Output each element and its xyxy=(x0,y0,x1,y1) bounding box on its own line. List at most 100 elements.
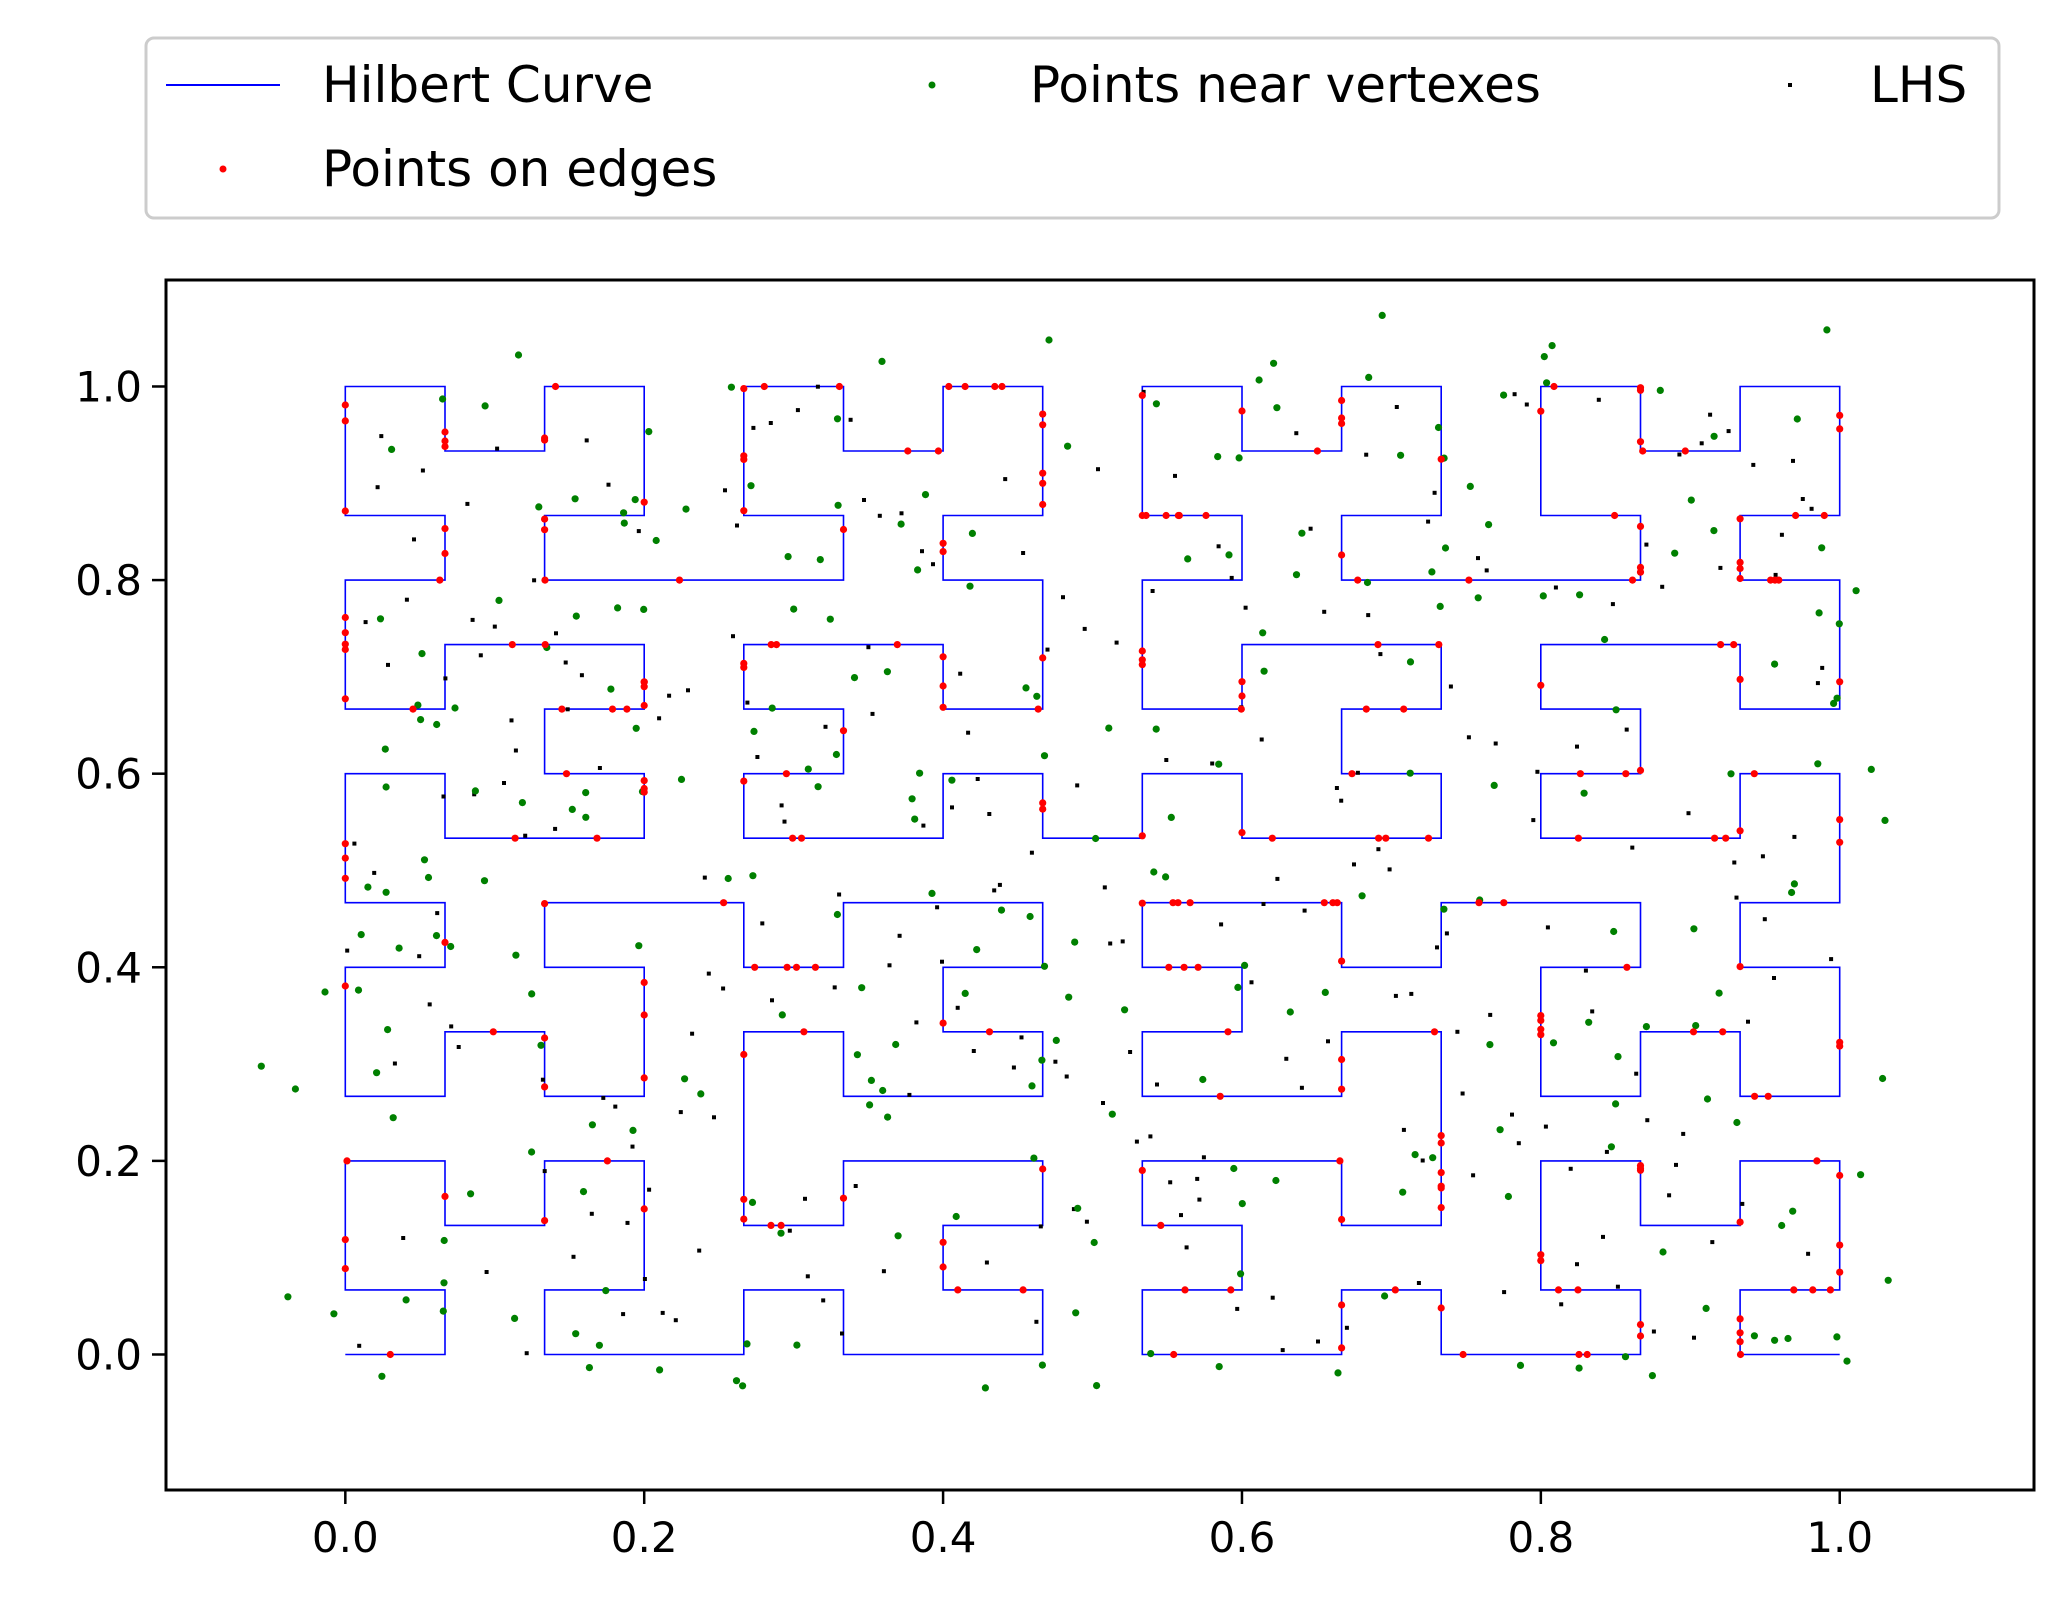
lhs-point xyxy=(657,716,662,721)
lhs-point xyxy=(1644,542,1649,547)
edge-point xyxy=(740,507,748,515)
lhs-point xyxy=(723,488,727,493)
lhs-point xyxy=(877,513,882,518)
vertex-point xyxy=(1549,1039,1558,1047)
legend-box xyxy=(144,36,2001,220)
edge-point xyxy=(1767,576,1775,584)
vertex-point xyxy=(1814,760,1822,768)
vertex-point xyxy=(1260,667,1268,675)
vertex-point xyxy=(1727,770,1735,778)
edge-point xyxy=(675,576,684,584)
vertex-point xyxy=(916,769,924,777)
edge-point xyxy=(409,705,417,713)
lhs-point xyxy=(1667,1193,1672,1198)
edge-point xyxy=(1382,834,1390,842)
edge-point xyxy=(1500,899,1508,907)
lhs-point xyxy=(1455,1029,1460,1034)
edge-point xyxy=(961,382,969,391)
vertex-point xyxy=(1441,544,1450,552)
lhs-point xyxy=(417,954,422,959)
lhs-point xyxy=(899,511,904,516)
lhs-point xyxy=(1249,980,1254,985)
lhs-point xyxy=(1677,452,1682,457)
edge-point xyxy=(1537,1257,1545,1265)
lhs-point xyxy=(1502,1290,1507,1295)
edge-point xyxy=(640,788,648,796)
edge-point xyxy=(904,447,912,455)
edge-point xyxy=(1689,1028,1698,1036)
vertex-point xyxy=(414,701,422,709)
edge-point xyxy=(511,834,519,842)
lhs-point xyxy=(1045,647,1050,652)
vertex-point xyxy=(867,1076,876,1084)
legend-label-edges: Points on edges xyxy=(322,140,717,198)
lhs-point xyxy=(1674,1162,1678,1167)
lhs-point xyxy=(1394,405,1399,409)
edge-point xyxy=(441,549,449,558)
vertex-point xyxy=(614,604,622,612)
vertex-point xyxy=(1429,1154,1437,1162)
lhs-point xyxy=(805,1274,810,1279)
vertex-point xyxy=(373,1069,381,1077)
lhs-point xyxy=(745,700,750,705)
vertex-point xyxy=(1500,391,1508,399)
vertex-point xyxy=(471,787,479,795)
edge-point xyxy=(1537,1012,1545,1020)
edge-point xyxy=(1138,391,1146,399)
edge-point xyxy=(1238,829,1246,837)
edge-point xyxy=(441,1192,449,1200)
lhs-point xyxy=(1645,1118,1650,1123)
vertex-point xyxy=(582,813,590,821)
vertex-point xyxy=(1152,725,1160,733)
lhs-point xyxy=(357,1343,362,1348)
lhs-point xyxy=(401,1236,406,1240)
vertex-point xyxy=(595,1341,604,1349)
edge-point xyxy=(640,978,648,987)
edge-point xyxy=(1165,963,1173,971)
edge-point xyxy=(541,641,549,649)
vertex-point xyxy=(588,1121,597,1129)
lhs-point xyxy=(1134,1139,1139,1144)
lhs-point xyxy=(484,1270,489,1274)
lhs-point xyxy=(372,870,377,875)
edge-point xyxy=(1836,411,1844,419)
vertex-point xyxy=(1466,482,1474,490)
lhs-point xyxy=(1779,532,1784,537)
edge-point xyxy=(1636,563,1645,572)
lhs-point xyxy=(1559,1302,1564,1307)
vertex-point xyxy=(1030,1154,1038,1162)
lhs-point xyxy=(1543,1124,1548,1129)
vertex-point xyxy=(1321,988,1329,997)
edge-point xyxy=(1180,963,1188,971)
vertex-point xyxy=(417,716,425,724)
lhs-point xyxy=(1299,1085,1304,1090)
lhs-point xyxy=(1164,758,1169,762)
edge-point xyxy=(341,854,349,862)
edge-point xyxy=(1537,407,1545,415)
vertex-point xyxy=(1241,961,1249,970)
edge-point xyxy=(1320,899,1328,907)
edge-point xyxy=(1039,469,1047,477)
lhs-point xyxy=(920,549,924,554)
lhs-point xyxy=(1471,1173,1476,1178)
x-tick-label: 1.0 xyxy=(1806,1513,1873,1562)
vertex-point xyxy=(1833,1333,1841,1341)
vertex-point xyxy=(833,415,842,423)
vertex-point xyxy=(1397,451,1405,459)
vertex-point xyxy=(1612,706,1620,714)
lhs-point xyxy=(1011,1065,1016,1070)
vertex-point xyxy=(1818,544,1826,552)
lhs-point xyxy=(345,948,350,953)
vertex-point xyxy=(966,582,974,590)
edge-point xyxy=(1836,816,1844,824)
edge-point xyxy=(551,382,560,391)
edge-point xyxy=(792,963,801,971)
edge-point xyxy=(1736,1218,1744,1226)
edge-point xyxy=(945,382,953,391)
edge-point xyxy=(541,436,549,444)
edge-point xyxy=(939,1019,947,1027)
edge-point xyxy=(1636,1321,1645,1329)
edge-point xyxy=(1681,447,1689,455)
lhs-point xyxy=(1512,392,1517,397)
edge-point xyxy=(1039,421,1047,429)
